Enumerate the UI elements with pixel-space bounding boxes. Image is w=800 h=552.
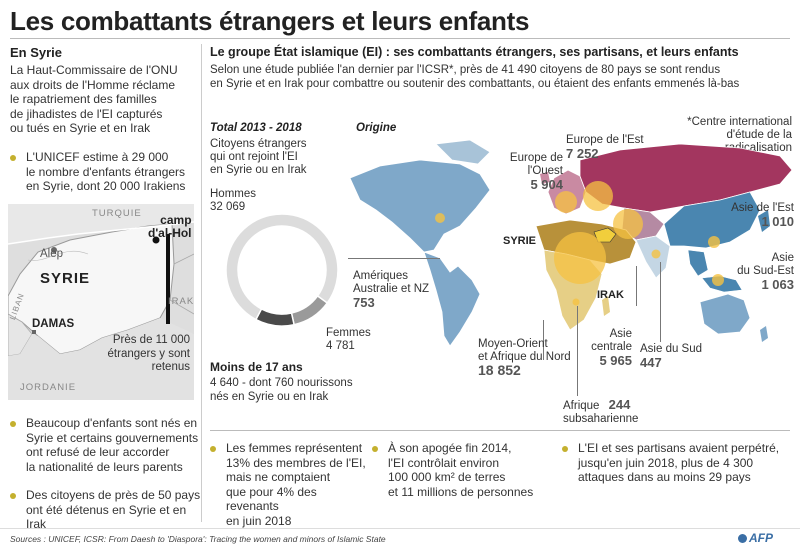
footer-rule — [0, 528, 800, 529]
camp-note: Près de 11 000 étrangers y sont retenus — [107, 334, 190, 373]
syria-intro: La Haut-Commissaire de l'ONU aux droits d… — [10, 63, 178, 135]
bullet-dot-icon — [562, 446, 568, 452]
total-desc: Citoyens étrangers qui ont rejoint l'EI en… — [210, 138, 307, 176]
bullet-dot-icon — [10, 155, 16, 161]
countries-bullet: Des citoyens de près de 50 pays ont été d… — [10, 488, 205, 532]
leader-line-africa — [577, 306, 578, 396]
column-divider — [201, 44, 202, 522]
origin-heading: Origine — [356, 122, 397, 134]
map-label-syria: SYRIE — [40, 270, 91, 287]
syria-inset-map — [8, 204, 194, 400]
region-europe-ouest: Europe de l'Ouest 5 904 — [509, 152, 563, 192]
minors-label: Moins de 17 ans — [210, 360, 303, 374]
map-label-turkey: TURQUIE — [92, 208, 142, 219]
region-asie-sud-est: Asie du Sud-Est 1 063 — [737, 252, 794, 292]
leader-line-central-asia — [636, 266, 637, 306]
donut-slice-minors — [254, 307, 295, 327]
region-ameriques: Amériques Australie et NZ 753 — [353, 270, 430, 310]
women-label: Femmes 4 781 — [326, 327, 371, 352]
region-asie-est: Asie de l'Est 1 010 — [731, 202, 794, 229]
map-label-iraq: IRAK — [168, 296, 195, 307]
bottom-rule — [210, 430, 790, 431]
title-rule — [10, 38, 790, 39]
unicef-bullet: L'UNICEF estime à 29 000 le nombre d'enfa… — [10, 150, 200, 194]
bullet-dot-icon — [372, 446, 378, 452]
women-bullet: Les femmes représentent 13% des membres d… — [210, 441, 370, 528]
leader-line-south-asia — [660, 262, 661, 342]
bullet-dot-icon — [10, 421, 16, 427]
world-map — [349, 139, 793, 347]
region-europe-est: Europe de l'Est 7 252 — [566, 134, 644, 161]
region-asie-sud: Asie du Sud 447 — [640, 343, 703, 370]
map-label-irak: IRAK — [597, 289, 624, 301]
children-bullet: Beaucoup d'enfants sont nés en Syrie et c… — [10, 416, 200, 474]
sources: Sources : UNICEF, ICSR: From Daesh to 'D… — [10, 534, 386, 544]
total-heading: Total 2013 - 2018 — [210, 122, 302, 134]
syria-map-graphic — [8, 204, 194, 400]
region-moyen-orient: Moyen-Orient et Afrique du Nord 18 852 — [478, 338, 571, 378]
afp-logo: AFP — [738, 531, 773, 545]
leader-line-mena — [543, 320, 544, 360]
bullet-dot-icon — [210, 446, 216, 452]
donut-slice-women — [290, 294, 329, 326]
donut-slice-men — [225, 213, 339, 321]
page-title: Les combattants étrangers et leurs enfan… — [10, 6, 530, 36]
map-label-camp: camp d'al-Hol — [148, 213, 192, 240]
men-label: Hommes 32 069 — [210, 188, 257, 213]
syria-heading: En Syrie — [10, 45, 63, 60]
afp-logo-icon — [738, 534, 747, 543]
total-donut-chart — [225, 213, 339, 327]
map-label-jordan: JORDANIE — [20, 382, 77, 393]
icsr-footnote: *Centre international d'étude de la radica… — [687, 116, 792, 154]
group-subtitle: Selon une étude publiée l'an dernier par… — [210, 64, 740, 90]
region-afrique-sub: Afrique 244 subsaharienne — [563, 397, 639, 425]
leader-line-americas — [348, 258, 440, 259]
bullet-dot-icon — [10, 493, 16, 499]
map-label-aleppo: Alep — [40, 248, 64, 260]
map-label-damascus: DAMAS — [32, 318, 75, 330]
minors-desc: 4 640 - dont 760 nourissons nés en Syrie … — [210, 377, 353, 403]
map-label-syrie: SYRIE — [503, 235, 537, 247]
region-asie-centrale: Asie centrale 5 965 — [591, 328, 632, 368]
group-heading: Le groupe État islamique (EI) : ses comb… — [210, 45, 739, 59]
territory-bullet: À son apogée fin 2014, l'EI contrôlait en… — [372, 441, 547, 499]
attacks-bullet: L'EI et ses partisans avaient perpétré, j… — [562, 441, 792, 485]
